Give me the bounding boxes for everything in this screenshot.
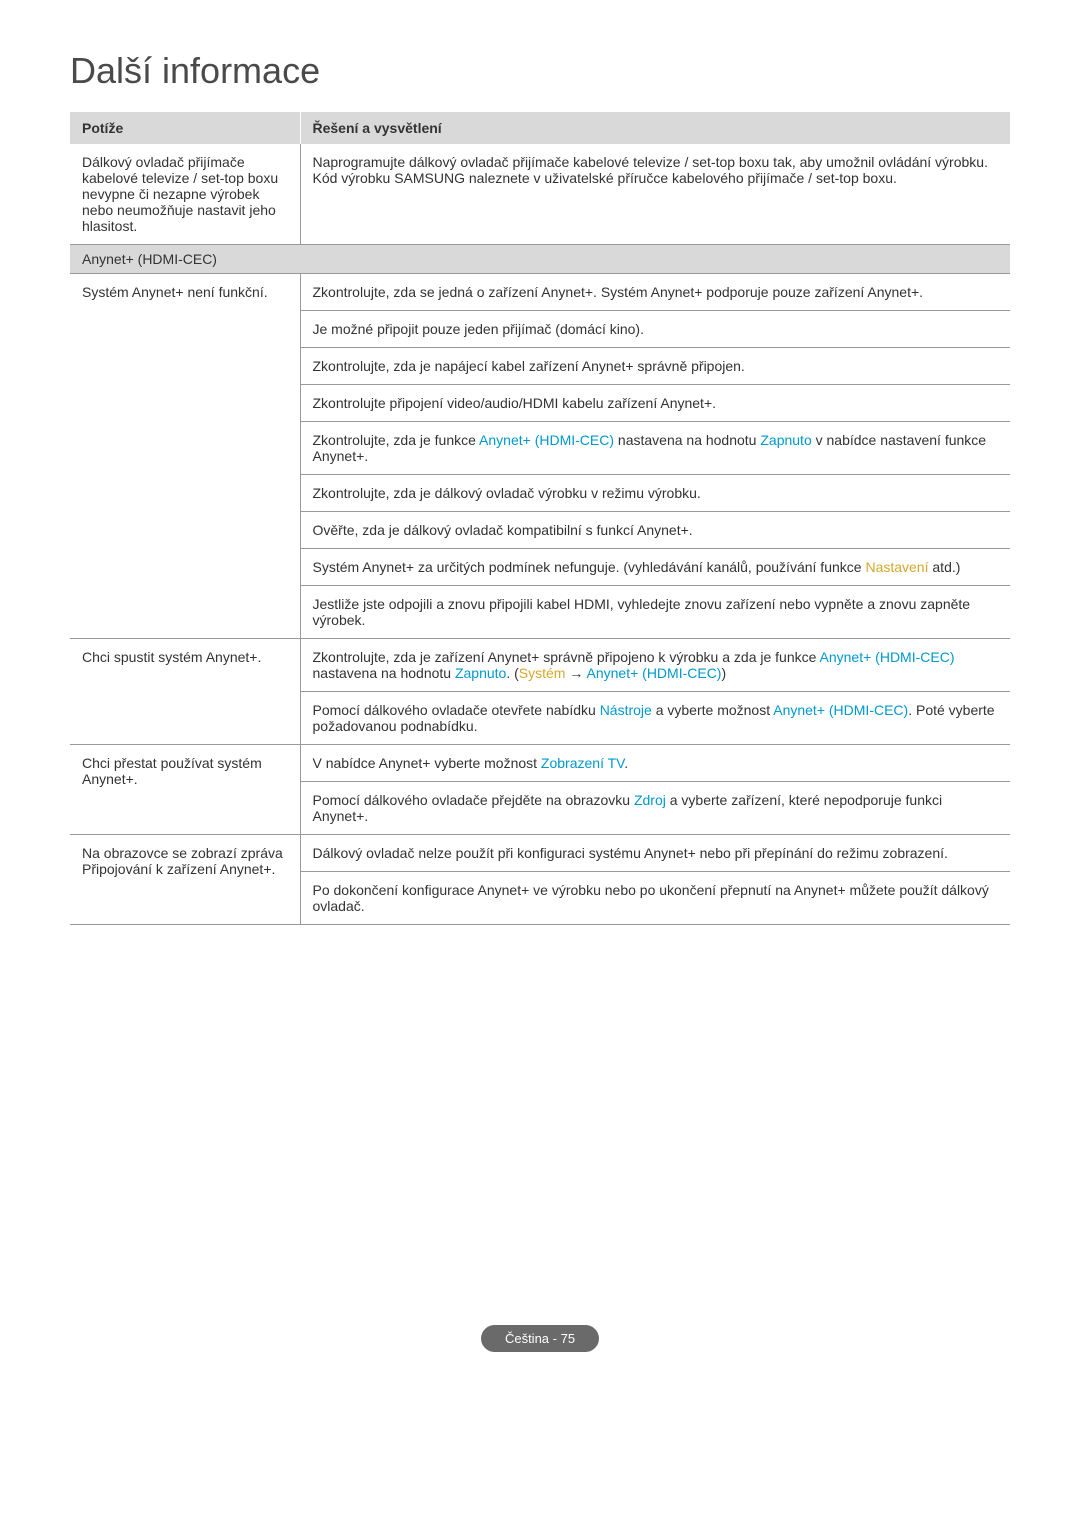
solution-text: Jestliže jste odpojili a znovu připojili… [313,596,999,628]
table-row: Systém Anynet+ není funkční.Zkontrolujte… [70,274,1010,311]
problem-cell: Dálkový ovladač přijímače kabelové telev… [70,144,300,245]
solution-cell: V nabídce Anynet+ vyberte možnost Zobraz… [300,745,1010,782]
solution-cell: Zkontrolujte připojení video/audio/HDMI … [300,385,1010,422]
solution-cell: Pomocí dálkového ovladače otevřete nabíd… [300,692,1010,745]
solution-text: Zkontrolujte, zda je funkce Anynet+ (HDM… [313,432,999,464]
table-header-row: Potíže Řešení a vysvětlení [70,112,1010,144]
header-solution: Řešení a vysvětlení [300,112,1010,144]
solution-cell: Pomocí dálkového ovladače přejděte na ob… [300,782,1010,835]
solution-cell: Zkontrolujte, zda je napájecí kabel zaří… [300,348,1010,385]
solution-text: Po dokončení konfigurace Anynet+ ve výro… [313,882,999,914]
solution-text: Naprogramujte dálkový ovladač přijímače … [313,154,999,186]
page-number-badge: Čeština - 75 [481,1325,599,1352]
solution-cell: Jestliže jste odpojili a znovu připojili… [300,586,1010,639]
solution-cell: Po dokončení konfigurace Anynet+ ve výro… [300,872,1010,925]
solution-text: Ověřte, zda je dálkový ovladač kompatibi… [313,522,999,538]
solution-text: V nabídce Anynet+ vyberte možnost Zobraz… [313,755,999,771]
solution-cell: Dálkový ovladač nelze použít při konfigu… [300,835,1010,872]
section-label: Anynet+ (HDMI-CEC) [70,245,1010,274]
solution-text: Pomocí dálkového ovladače přejděte na ob… [313,792,999,824]
troubleshooting-table: Potíže Řešení a vysvětlení Dálkový ovlad… [70,112,1010,925]
solution-text: Zkontrolujte připojení video/audio/HDMI … [313,395,999,411]
section-row: Anynet+ (HDMI-CEC) [70,245,1010,274]
problem-cell: Systém Anynet+ není funkční. [70,274,300,639]
solution-cell: Systém Anynet+ za určitých podmínek nefu… [300,549,1010,586]
solution-text: Dálkový ovladač nelze použít při konfigu… [313,845,999,861]
solution-cell: Zkontrolujte, zda je zařízení Anynet+ sp… [300,639,1010,692]
solution-cell: Ověřte, zda je dálkový ovladač kompatibi… [300,512,1010,549]
solution-text: Systém Anynet+ za určitých podmínek nefu… [313,559,999,575]
solution-cell: Zkontrolujte, zda se jedná o zařízení An… [300,274,1010,311]
solution-text: Zkontrolujte, zda je dálkový ovladač výr… [313,485,999,501]
solution-text: Zkontrolujte, zda se jedná o zařízení An… [313,284,999,300]
solution-text: Zkontrolujte, zda je napájecí kabel zaří… [313,358,999,374]
page-title: Další informace [70,50,1010,92]
solution-cell: Zkontrolujte, zda je dálkový ovladač výr… [300,475,1010,512]
page-footer: Čeština - 75 [70,1325,1010,1352]
solution-cell: Je možné připojit pouze jeden přijímač (… [300,311,1010,348]
problem-cell: Chci spustit systém Anynet+. [70,639,300,745]
table-row: Dálkový ovladač přijímače kabelové telev… [70,144,1010,245]
header-problem: Potíže [70,112,300,144]
problem-cell: Na obrazovce se zobrazí zpráva Připojová… [70,835,300,925]
problem-cell: Chci přestat používat systém Anynet+. [70,745,300,835]
solution-text: Je možné připojit pouze jeden přijímač (… [313,321,999,337]
table-row: Chci spustit systém Anynet+.Zkontrolujte… [70,639,1010,692]
solution-cell: Naprogramujte dálkový ovladač přijímače … [300,144,1010,245]
table-row: Chci přestat používat systém Anynet+.V n… [70,745,1010,782]
solution-cell: Zkontrolujte, zda je funkce Anynet+ (HDM… [300,422,1010,475]
solution-text: Zkontrolujte, zda je zařízení Anynet+ sp… [313,649,999,681]
table-row: Na obrazovce se zobrazí zpráva Připojová… [70,835,1010,872]
solution-text: Pomocí dálkového ovladače otevřete nabíd… [313,702,999,734]
